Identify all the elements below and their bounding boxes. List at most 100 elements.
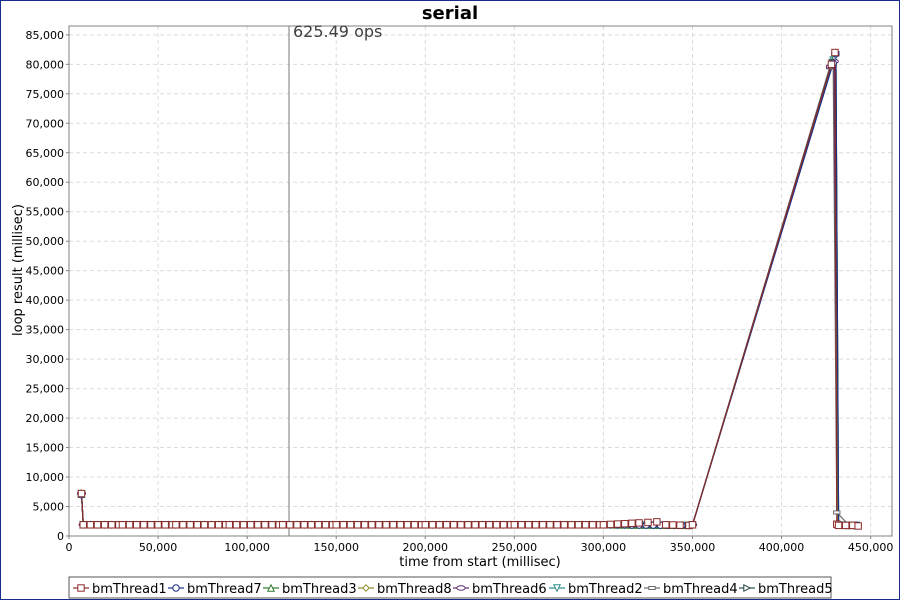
data-point (621, 519, 629, 528)
plot-area (68, 25, 893, 537)
data-point (314, 521, 323, 529)
legend-label: bmThread4 (663, 582, 738, 597)
data-point (464, 521, 472, 529)
series-points-bmThread4 (77, 62, 861, 528)
data-point (132, 521, 141, 529)
data-point (332, 521, 340, 529)
data-point (831, 48, 839, 57)
data-point (346, 521, 355, 529)
series-line-bmThread4 (80, 63, 857, 527)
series-bmThread2 (80, 54, 857, 527)
data-point (79, 521, 87, 529)
data-point (100, 521, 109, 529)
x-tick-label: 400,000 (759, 541, 805, 554)
legend: bmThread1 bmThread7 bmThread3 bmThread8 bmTh… (73, 582, 833, 597)
series-bmThread7 (80, 53, 857, 527)
x-tick-label: 350,000 (670, 541, 716, 554)
legend-label: bmThread8 (377, 582, 452, 597)
data-point (403, 521, 412, 529)
series-bmThread6 (80, 59, 857, 527)
x-tick-label: 300,000 (581, 541, 627, 554)
data-point (833, 510, 841, 515)
legend-item-bmThread5: bmThread5 (739, 582, 833, 597)
data-point (293, 521, 301, 529)
marker-line-label: 625.49 ops (293, 22, 382, 41)
legend-marker (266, 583, 276, 592)
data-point (457, 521, 465, 529)
x-tick-label: 100,000 (224, 541, 270, 554)
data-point (307, 521, 315, 529)
data-point (827, 60, 836, 69)
y-tick-label: 25,000 (26, 383, 65, 396)
data-point (261, 521, 269, 529)
data-point (499, 521, 508, 529)
series-points-bmThread1 (77, 48, 862, 530)
y-tick-label: 70,000 (26, 117, 65, 130)
series-bmThread4 (80, 63, 857, 527)
series-points-bmThread7 (77, 50, 861, 530)
data-point (546, 521, 554, 529)
y-tick-label: 80,000 (26, 58, 65, 71)
data-point (375, 521, 383, 529)
legend-item-bmThread6: bmThread6 (453, 582, 547, 597)
legend-box (68, 576, 832, 599)
x-tick-label: 0 (66, 541, 73, 554)
data-point (471, 521, 479, 529)
y-tick-label: 55,000 (26, 206, 65, 219)
data-point (77, 489, 86, 498)
y-tick-label: 35,000 (26, 324, 65, 337)
data-point (396, 521, 405, 529)
legend-label: bmThread1 (92, 582, 167, 597)
data-point (368, 521, 376, 529)
data-point (268, 521, 276, 529)
y-axis-label: loop result (millisec) (11, 204, 26, 336)
y-tick-label: 45,000 (26, 265, 65, 278)
data-point (478, 521, 486, 529)
x-tick-label: 200,000 (403, 541, 449, 554)
y-tick-label: 30,000 (26, 353, 65, 366)
legend-item-bmThread7: bmThread7 (168, 582, 262, 597)
data-point (186, 521, 194, 529)
data-point (410, 521, 419, 529)
data-point (200, 521, 209, 529)
data-point (589, 521, 597, 529)
data-point (532, 521, 540, 529)
data-point (567, 521, 576, 529)
data-point (247, 521, 255, 529)
series-bmThread8 (80, 52, 857, 527)
series-points-bmThread8 (77, 49, 861, 530)
data-point (93, 521, 102, 529)
data-point (669, 521, 677, 529)
data-point (254, 521, 262, 529)
series-line-bmThread5 (80, 55, 857, 527)
x-axis-label: time from start (millisec) (399, 555, 560, 570)
data-point (214, 521, 223, 529)
x-tick-label: 450,000 (848, 541, 894, 554)
data-point (485, 521, 494, 529)
legend-marker (743, 583, 752, 593)
data-point (125, 521, 134, 529)
y-axis-ticks: 0 5,000 10,000 15,000 20,000 25,000 30,000 35,0… (26, 29, 69, 543)
data-point (286, 521, 294, 529)
y-tick-label: 20,000 (26, 412, 65, 425)
legend-item-bmThread3: bmThread3 (263, 582, 357, 597)
x-tick-label: 50,000 (139, 541, 178, 554)
data-point (644, 518, 652, 527)
data-point (599, 521, 608, 529)
data-point (662, 521, 670, 529)
data-point (172, 521, 180, 529)
data-point (442, 521, 451, 529)
y-tick-label: 65,000 (26, 147, 65, 160)
legend-marker (456, 585, 466, 591)
data-point (606, 520, 615, 529)
data-point (653, 518, 661, 526)
series-line-bmThread6 (80, 59, 857, 527)
data-point (560, 521, 568, 529)
data-point (581, 521, 590, 529)
data-point (510, 521, 519, 529)
data-point (353, 521, 362, 529)
data-point (524, 521, 533, 529)
legend-item-bmThread2: bmThread2 (549, 582, 643, 597)
data-point (179, 521, 187, 529)
